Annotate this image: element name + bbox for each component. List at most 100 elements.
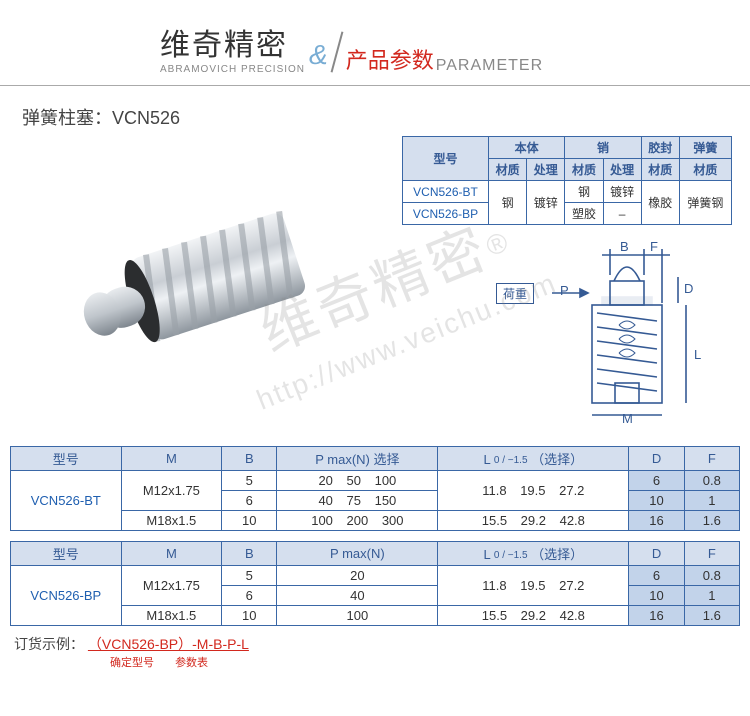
cell-L: 15.5 29.2 42.8 bbox=[438, 511, 629, 531]
cell-M: M12x1.75 bbox=[121, 566, 222, 606]
cell-D: 6 bbox=[629, 471, 684, 491]
brand-block: 维奇精密 ABRAMOVICH PRECISION bbox=[160, 20, 305, 75]
cell-B: 10 bbox=[222, 606, 277, 626]
th-L-tol: 0 / −1.5 bbox=[494, 550, 528, 561]
cell-D: 6 bbox=[629, 566, 684, 586]
th-L: L 0 / −1.5 （选择） bbox=[438, 542, 629, 566]
cell-M: M18x1.5 bbox=[121, 511, 222, 531]
cell-F: 0.8 bbox=[684, 566, 739, 586]
mat-h-sprmat: 材质 bbox=[679, 159, 731, 181]
header: 维奇精密 ABRAMOVICH PRECISION & 产品参数 PARAMET… bbox=[0, 0, 750, 85]
cell-L: 15.5 29.2 42.8 bbox=[438, 606, 629, 626]
th-M: M bbox=[121, 542, 222, 566]
th-L-tol: 0 / −1.5 bbox=[494, 455, 528, 466]
mat-h-bmat: 材质 bbox=[489, 159, 527, 181]
mat-h-btreat: 处理 bbox=[527, 159, 565, 181]
order-example: 订货示例： （VCN526-BP）-M-B-P-L 确定型号 参数表 bbox=[0, 630, 750, 680]
dim-P: P bbox=[560, 283, 569, 298]
th-D: D bbox=[629, 447, 684, 471]
dim-L: L bbox=[694, 347, 701, 362]
product-photo bbox=[18, 136, 390, 426]
mat-h-smat: 材质 bbox=[641, 159, 679, 181]
th-B: B bbox=[222, 542, 277, 566]
order-sub1: 确定型号 bbox=[110, 657, 154, 669]
cell-M: M18x1.5 bbox=[121, 606, 222, 626]
th-Pmax: P max(N) 选择 bbox=[277, 447, 438, 471]
th-F: F bbox=[684, 542, 739, 566]
cell-B: 6 bbox=[222, 491, 277, 511]
load-label: 荷重 bbox=[496, 283, 534, 304]
param-block: 产品参数 PARAMETER bbox=[346, 43, 543, 75]
th-L-sel: （选择） bbox=[531, 452, 583, 467]
mat-h-pmat: 材质 bbox=[565, 159, 603, 181]
mat-pmat: 塑胶 bbox=[565, 203, 603, 225]
mat-spring: 弹簧钢 bbox=[679, 181, 731, 225]
mat-btreat: 镀锌 bbox=[527, 181, 565, 225]
cell-F: 1.6 bbox=[684, 606, 739, 626]
cell-P: 100 200 300 bbox=[277, 511, 438, 531]
material-table: 型号 本体 销 胶封 弹簧 材质 处理 材质 处理 材质 材质 VCN526-B… bbox=[402, 136, 732, 225]
cell-F: 1 bbox=[684, 586, 739, 606]
mat-model: VCN526-BT bbox=[403, 181, 489, 203]
order-sub2: 参数表 bbox=[175, 657, 208, 669]
mat-h-seal: 胶封 bbox=[641, 137, 679, 159]
th-D: D bbox=[629, 542, 684, 566]
th-Pmax: P max(N) bbox=[277, 542, 438, 566]
dim-F: F bbox=[650, 239, 658, 254]
cell-D: 16 bbox=[629, 606, 684, 626]
spec-table-bt: 型号 M B P max(N) 选择 L 0 / −1.5 （选择） D F V… bbox=[10, 446, 740, 531]
cell-P: 100 bbox=[277, 606, 438, 626]
cell-L: 11.8 19.5 27.2 bbox=[438, 566, 629, 606]
mat-h-body: 本体 bbox=[489, 137, 565, 159]
dim-M: M bbox=[622, 411, 633, 426]
cell-F: 1.6 bbox=[684, 511, 739, 531]
cell-D: 16 bbox=[629, 511, 684, 531]
plunger-icon bbox=[39, 166, 369, 396]
param-en: PARAMETER bbox=[436, 57, 543, 75]
cell-D: 10 bbox=[629, 586, 684, 606]
mat-ptreat: – bbox=[603, 203, 641, 225]
diagram-svg bbox=[402, 235, 732, 430]
divider-slash-icon bbox=[330, 31, 343, 72]
cell-L: 11.8 19.5 27.2 bbox=[438, 471, 629, 511]
th-F: F bbox=[684, 447, 739, 471]
spec-table-bt-wrap: 型号 M B P max(N) 选择 L 0 / −1.5 （选择） D F V… bbox=[0, 440, 750, 535]
cell-M: M12x1.75 bbox=[121, 471, 222, 511]
dimension-diagram: 荷重 P B F D L M bbox=[402, 235, 732, 430]
th-L-main: L bbox=[484, 452, 491, 467]
order-sub: 确定型号 参数表 bbox=[14, 654, 750, 670]
th-M: M bbox=[121, 447, 222, 471]
th-L-sel: （选择） bbox=[531, 547, 583, 562]
cell-F: 1 bbox=[684, 491, 739, 511]
mat-pmat: 钢 bbox=[565, 181, 603, 203]
cell-P: 40 bbox=[277, 586, 438, 606]
cell-B: 5 bbox=[222, 566, 277, 586]
top-area: 型号 本体 销 胶封 弹簧 材质 处理 材质 处理 材质 材质 VCN526-B… bbox=[0, 130, 750, 440]
cell-B: 5 bbox=[222, 471, 277, 491]
table-row: VCN526-BP M12x1.75 5 20 11.8 19.5 27.2 6… bbox=[11, 566, 740, 586]
cell-B: 6 bbox=[222, 586, 277, 606]
mat-h-pin: 销 bbox=[565, 137, 641, 159]
header-underline bbox=[0, 85, 750, 86]
brand-en: ABRAMOVICH PRECISION bbox=[160, 64, 305, 75]
order-code: （VCN526-BP）-M-B-P-L bbox=[88, 636, 249, 652]
table-row: VCN526-BT M12x1.75 5 20 50 100 11.8 19.5… bbox=[11, 471, 740, 491]
spec-table-bp-wrap: 型号 M B P max(N) L 0 / −1.5 （选择） D F VCN5… bbox=[0, 535, 750, 630]
dim-B: B bbox=[620, 239, 629, 254]
mat-row: VCN526-BT 钢 镀锌 钢 镀锌 橡胶 弹簧钢 bbox=[403, 181, 732, 203]
order-label: 订货示例： bbox=[14, 636, 84, 652]
spec-table-bp: 型号 M B P max(N) L 0 / −1.5 （选择） D F VCN5… bbox=[10, 541, 740, 626]
cell-B: 10 bbox=[222, 511, 277, 531]
cell-P: 40 75 150 bbox=[277, 491, 438, 511]
model-cell: VCN526-BP bbox=[11, 566, 122, 626]
th-L: L 0 / −1.5 （选择） bbox=[438, 447, 629, 471]
th-model: 型号 bbox=[11, 447, 122, 471]
cell-P: 20 50 100 bbox=[277, 471, 438, 491]
cell-F: 0.8 bbox=[684, 471, 739, 491]
ampersand: & bbox=[309, 39, 328, 71]
mat-ptreat: 镀锌 bbox=[603, 181, 641, 203]
mat-h-model: 型号 bbox=[403, 137, 489, 181]
product-title: 弹簧柱塞：VCN526 bbox=[0, 100, 750, 130]
th-B: B bbox=[222, 447, 277, 471]
param-cn: 产品参数 bbox=[346, 43, 434, 75]
